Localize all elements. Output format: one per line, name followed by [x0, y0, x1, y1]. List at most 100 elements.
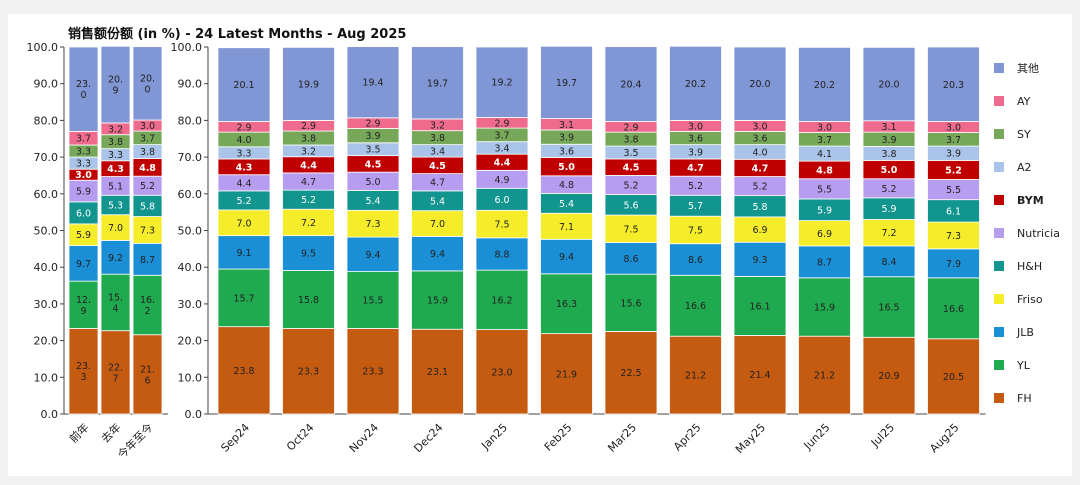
bar-segment-Friso-May25: [733, 216, 787, 243]
bar-stack-Jun25: 21.2 15.9 8.7 6.9 5.9 5.5 4.8 4.1 3.73.0 20.2: [798, 46, 851, 415]
data-label: 20.0: [749, 79, 770, 90]
bar-segment-FH-Jun25: [798, 335, 851, 415]
legend-swatch-FH: [994, 393, 1004, 403]
data-label: 4.3: [236, 162, 253, 173]
data-label: 4.8: [816, 165, 833, 176]
bar-segment-FH-去年: [100, 330, 131, 415]
data-label: 7.2: [881, 228, 896, 239]
legend-label-BYM: BYM: [1017, 194, 1044, 207]
data-label: 16.2: [491, 295, 512, 306]
data-label: 7.9: [946, 259, 961, 270]
legend-swatch-JLB: [994, 327, 1004, 337]
data-label: 7.5: [688, 225, 703, 236]
data-label: 3.7: [946, 135, 961, 146]
data-label: 7: [112, 373, 118, 384]
bar-stack-Aug25: 20.5 16.6 7.9 7.3 6.1 5.5 5.2 3.9 3.73.0 20.3: [927, 46, 980, 415]
data-label: 7.2: [301, 218, 316, 229]
data-label: 21.2: [685, 371, 706, 382]
bar-segment-其他-Jan25: [475, 46, 529, 118]
bar-segment-FH-Feb25: [540, 333, 593, 415]
bar-segment-其他-Feb25: [540, 45, 593, 119]
data-label: 5.2: [881, 184, 896, 195]
data-label: 15.9: [427, 296, 448, 307]
data-label: 16.6: [685, 301, 706, 312]
data-label: 8.8: [494, 249, 509, 260]
bar-segment-YL-Dec24: [411, 270, 464, 330]
bar-segment-JLB-Jan25: [475, 237, 529, 271]
data-label: 3.2: [301, 146, 316, 157]
data-label: 8.6: [623, 254, 638, 265]
bar-stack-Jul25: 20.9 16.5 8.4 7.2 5.9 5.2 5.0 3.8 3.9 3.1 20.0: [862, 46, 916, 415]
bar-segment-JLB-Aug25: [927, 248, 980, 279]
legend-label-YL: YL: [1016, 359, 1031, 372]
bar-segment-其他-Oct24: [282, 46, 335, 121]
data-label: 19.2: [491, 78, 512, 89]
data-label: 4.4: [236, 178, 251, 189]
legend-label-JLB: JLB: [1016, 326, 1034, 339]
data-label: 15.9: [814, 303, 835, 314]
data-label: 5.0: [558, 162, 575, 173]
data-label: 4: [112, 303, 118, 314]
data-label: 3.0: [752, 121, 767, 132]
bar-segment-Friso-Aug25: [927, 221, 980, 250]
data-label: 20.9: [878, 371, 899, 382]
y-tick-label: 90.0: [34, 78, 59, 91]
bar-segment-其他-去年: [100, 45, 131, 124]
data-label: 3.1: [559, 120, 574, 131]
bar-segment-JLB-去年: [100, 240, 131, 275]
data-label: 3.0: [140, 121, 155, 132]
data-label: 5.5: [946, 185, 961, 196]
data-label: 4.4: [494, 158, 511, 169]
bar-segment-其他-今年至今: [132, 46, 163, 121]
data-label: 3.0: [817, 123, 832, 134]
y-tick-label: 70.0: [34, 151, 59, 164]
data-label: 21.9: [556, 369, 577, 380]
data-label: 9.2: [108, 253, 123, 264]
data-label: 9: [80, 306, 86, 317]
data-label: 9.4: [365, 250, 380, 261]
data-label: 8.4: [881, 257, 896, 268]
data-label: 3.3: [76, 147, 91, 158]
data-label: 16.3: [556, 299, 577, 310]
data-label: 8.7: [140, 255, 155, 266]
bar-segment-JLB-Jul25: [862, 245, 916, 278]
bar-stack-Dec24: 23.1 15.9 9.4 7.0 5.4 4.7 4.5 3.4 3.8 3.2 19.7: [411, 46, 464, 415]
data-label: 4.5: [365, 159, 382, 170]
data-label: 3.3: [108, 150, 123, 161]
data-label: 0: [144, 84, 150, 95]
data-label: 7.5: [623, 224, 638, 235]
bar-segment-Friso-去年: [100, 214, 131, 241]
data-label: 5.8: [140, 201, 155, 212]
data-label: 9.5: [301, 249, 316, 260]
bar-segment-FH-Apr25: [669, 335, 722, 415]
data-label: 3.3: [236, 148, 251, 159]
data-label: 6: [144, 375, 150, 386]
legend-swatch-AY: [994, 96, 1004, 106]
data-label: 7.3: [946, 231, 961, 242]
bar-segment-Friso-Feb25: [540, 212, 593, 240]
y-tick-label: 60.0: [34, 188, 59, 201]
data-label: 3.8: [140, 147, 155, 158]
data-label: 20.0: [878, 80, 899, 91]
data-label: 3.6: [559, 146, 574, 157]
data-label: 3.0: [75, 170, 92, 181]
legend-swatch-其他: [994, 63, 1004, 73]
data-label: 19.4: [362, 78, 383, 89]
bar-stack-Jan25: 23.0 16.2 8.8 7.5 6.0 4.9 4.4 3.4 3.72.9 19.2: [475, 46, 529, 415]
data-label: 5.4: [430, 196, 445, 207]
data-label: 2: [144, 306, 150, 317]
y-tick-label: 80.0: [34, 114, 59, 127]
bar-segment-其他-Nov24: [346, 46, 400, 119]
legend-label-FH: FH: [1017, 392, 1032, 405]
bar-segment-Friso-今年至今: [132, 216, 163, 244]
data-label: 7.3: [140, 225, 155, 236]
bar-segment-其他-Sep24: [217, 47, 271, 122]
data-label: 2.9: [301, 121, 316, 132]
bar-segment-JLB-Mar25: [604, 242, 658, 275]
bar-segment-YL-前年: [68, 280, 99, 329]
data-label: 3.5: [365, 145, 380, 156]
data-label: 20.: [140, 73, 155, 84]
data-label: 5.0: [881, 165, 898, 176]
data-label: 21.4: [749, 370, 770, 381]
data-label: 4.4: [300, 160, 317, 171]
